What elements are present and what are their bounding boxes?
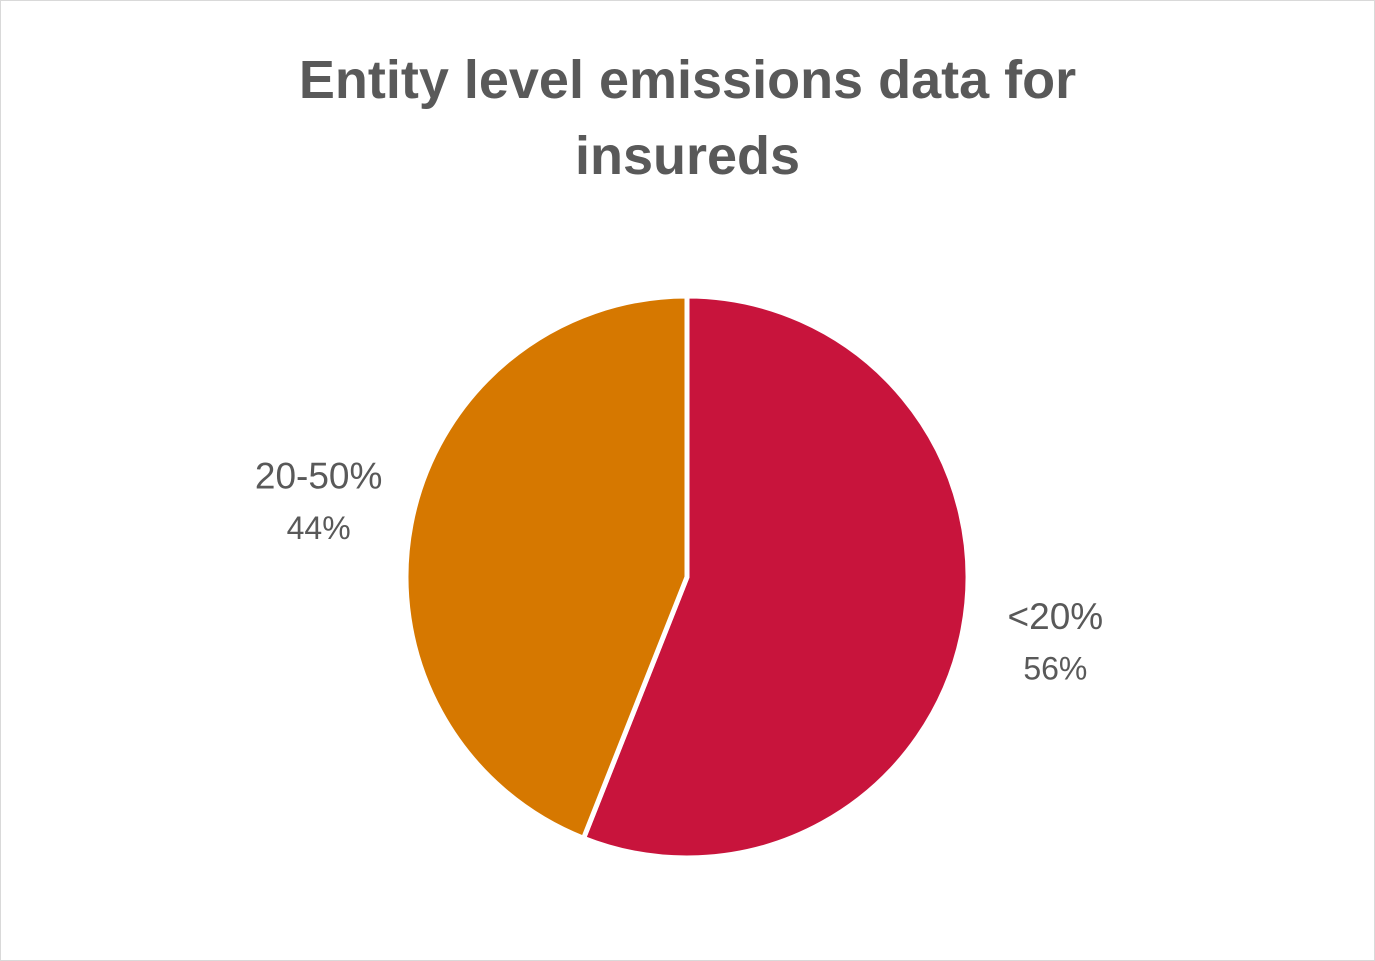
chart-title: Entity level emissions data for insureds — [298, 50, 1077, 186]
slice-value-label: 56% — [1023, 651, 1087, 687]
pie-slice — [403, 293, 690, 841]
slice-category-label: 20-50% — [255, 456, 383, 497]
slice-value-label: 44% — [287, 510, 351, 546]
pie-slice — [581, 293, 971, 861]
slice-category-label: <20% — [1008, 596, 1104, 637]
